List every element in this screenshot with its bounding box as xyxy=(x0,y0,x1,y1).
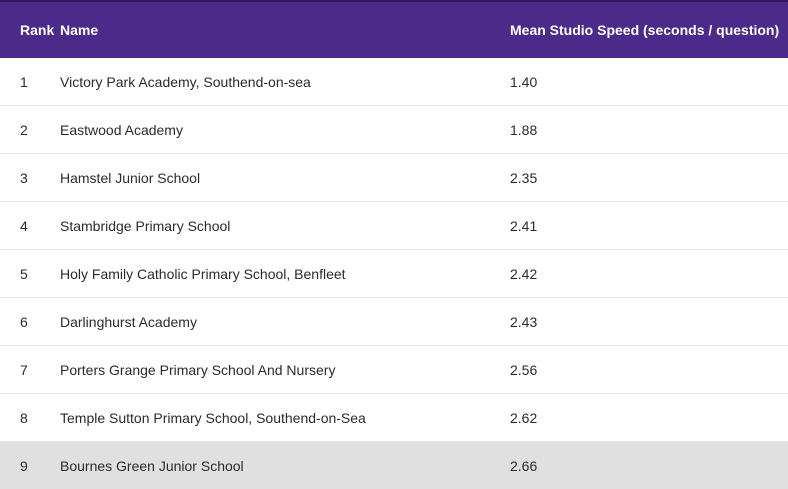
row-rank: 2 xyxy=(20,121,28,138)
row-name: Temple Sutton Primary School, Southend-o… xyxy=(60,409,366,426)
row-rank: 4 xyxy=(20,217,28,234)
row-speed: 2.56 xyxy=(510,361,538,378)
row-name: Holy Family Catholic Primary School, Ben… xyxy=(60,265,346,282)
row-speed: 1.88 xyxy=(510,121,538,138)
table-row[interactable]: 4 Stambridge Primary School 2.41 xyxy=(0,202,788,250)
row-rank: 3 xyxy=(20,169,28,186)
row-speed: 2.43 xyxy=(510,313,538,330)
header-speed[interactable]: Mean Studio Speed (seconds / question) xyxy=(510,22,780,38)
row-speed: 2.41 xyxy=(510,217,538,234)
row-name: Eastwood Academy xyxy=(60,121,183,138)
row-rank: 9 xyxy=(20,458,28,474)
row-name: Hamstel Junior School xyxy=(60,169,201,186)
header-rank[interactable]: Rank xyxy=(20,22,55,38)
table-row[interactable]: 2 Eastwood Academy 1.88 xyxy=(0,106,788,154)
table-row[interactable]: 8 Temple Sutton Primary School, Southend… xyxy=(0,394,788,442)
row-rank: 1 xyxy=(20,73,28,90)
row-rank: 7 xyxy=(20,361,28,378)
table-row-highlighted[interactable]: 9 Bournes Green Junior School 2.66 xyxy=(0,442,788,489)
row-speed: 2.42 xyxy=(510,265,538,282)
row-name: Stambridge Primary School xyxy=(60,217,231,234)
row-speed: 2.35 xyxy=(510,169,538,186)
row-speed: 2.66 xyxy=(510,458,538,474)
table-row[interactable]: 1 Victory Park Academy, Southend-on-sea … xyxy=(0,58,788,106)
row-name: Victory Park Academy, Southend-on-sea xyxy=(60,73,311,90)
table-row[interactable]: 6 Darlinghurst Academy 2.43 xyxy=(0,298,788,346)
row-speed: 1.40 xyxy=(510,73,538,90)
table-header: Rank Name Mean Studio Speed (seconds / q… xyxy=(0,0,788,58)
row-rank: 6 xyxy=(20,313,28,330)
row-name: Porters Grange Primary School And Nurser… xyxy=(60,361,336,378)
table-row[interactable]: 5 Holy Family Catholic Primary School, B… xyxy=(0,250,788,298)
row-rank: 5 xyxy=(20,265,28,282)
row-rank: 8 xyxy=(20,409,28,426)
row-name: Darlinghurst Academy xyxy=(60,313,197,330)
row-name: Bournes Green Junior School xyxy=(60,458,244,474)
table-row[interactable]: 7 Porters Grange Primary School And Nurs… xyxy=(0,346,788,394)
row-speed: 2.62 xyxy=(510,409,538,426)
table-row[interactable]: 3 Hamstel Junior School 2.35 xyxy=(0,154,788,202)
header-name[interactable]: Name xyxy=(60,22,99,38)
